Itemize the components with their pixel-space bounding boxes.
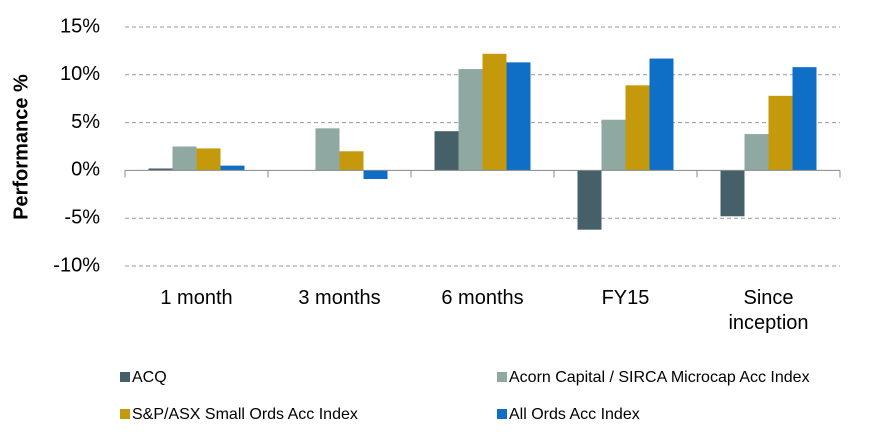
bar — [744, 134, 769, 171]
bar — [720, 170, 745, 217]
bar — [506, 62, 531, 171]
bar — [625, 85, 650, 171]
legend-label: S&P/ASX Small Ords Acc Index — [132, 406, 358, 423]
legend-swatch — [120, 372, 130, 382]
y-tick-label: 10% — [60, 63, 100, 85]
y-tick-label: 0% — [71, 159, 100, 181]
bar — [363, 170, 388, 180]
legend-swatch — [120, 409, 130, 419]
bar — [649, 58, 674, 171]
legend-label: All Ords Acc Index — [509, 406, 640, 423]
bar — [196, 148, 221, 171]
bar — [434, 131, 459, 171]
legend-swatch — [497, 409, 507, 419]
y-tick-label: 5% — [71, 111, 100, 133]
x-tick-label: 3 months — [298, 287, 381, 309]
bar — [768, 95, 793, 171]
x-tick-label: FY15 — [601, 287, 650, 309]
bar — [220, 165, 245, 171]
x-tick-label: 1 month — [160, 287, 233, 309]
bar — [458, 69, 483, 171]
bar — [601, 119, 626, 171]
y-tick-label: -10% — [53, 254, 100, 276]
bar — [482, 53, 507, 171]
legend-label: ACQ — [132, 369, 167, 386]
legend-swatch — [497, 372, 507, 382]
legend-label: Acorn Capital / SIRCA Microcap Acc Index — [509, 369, 810, 386]
bar — [315, 128, 340, 171]
bar — [148, 168, 173, 171]
x-tick-label: 6 months — [441, 287, 524, 309]
y-tick-label: -5% — [64, 206, 100, 228]
y-tick-label: 15% — [60, 15, 100, 37]
y-axis-label: Performance % — [10, 74, 32, 220]
x-tick-label: Since inception — [728, 287, 809, 334]
bar — [792, 67, 817, 171]
bar — [172, 146, 197, 171]
bar — [339, 151, 364, 171]
bar — [577, 170, 602, 230]
